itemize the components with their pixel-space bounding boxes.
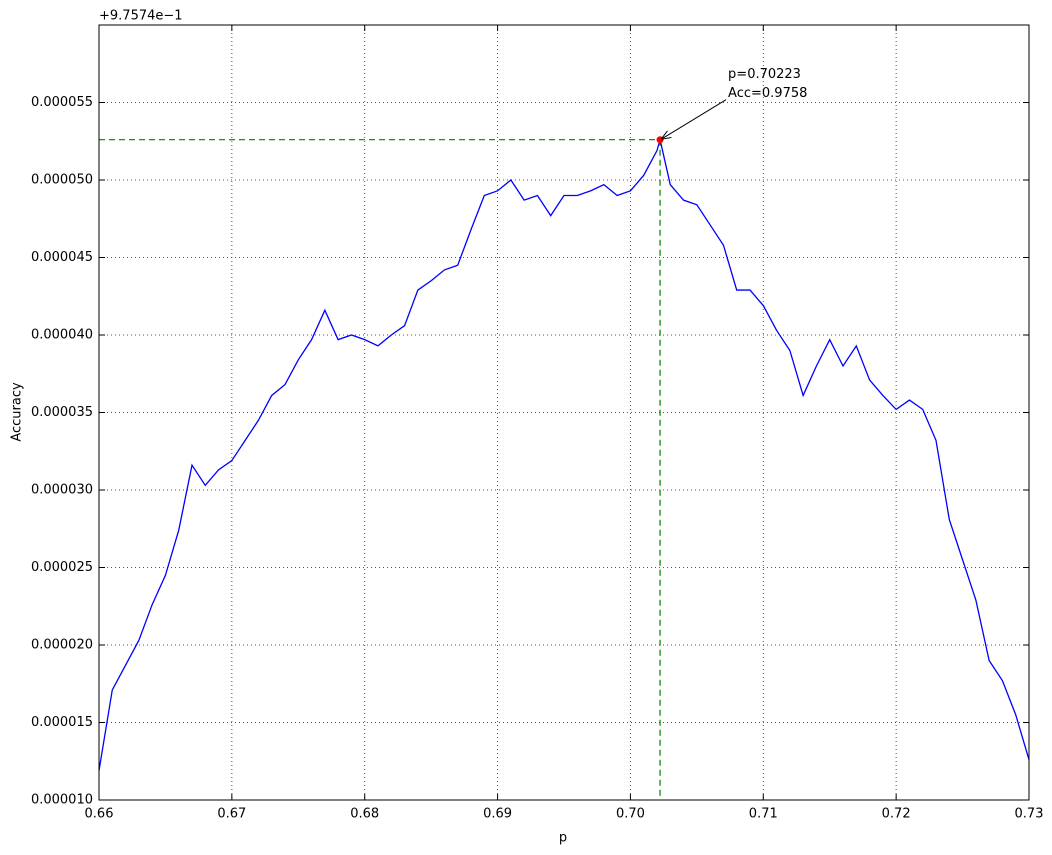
plot-frame [98,24,1030,801]
x-axis-label: p [559,831,567,846]
y-tick-label: 0.000055 [31,95,93,110]
annotation-text: Acc=0.9758 [728,86,807,101]
y-tick-label: 0.000020 [31,638,93,653]
annotation-text: p=0.70223 [728,67,801,82]
y-tick-label: 0.000030 [31,483,93,498]
x-tick-label: 0.70 [616,807,645,822]
y-tick-label: 0.000035 [31,405,93,420]
x-tick-label: 0.71 [749,807,778,822]
x-tick-label: 0.69 [483,807,512,822]
x-tick-label: 0.67 [217,807,246,822]
y-tick-label: 0.000040 [31,328,93,343]
y-tick-label: 0.000015 [31,715,93,730]
y-axis-label: Accuracy [10,382,25,442]
peak-marker [656,136,664,144]
y-tick-label: 0.000010 [31,793,93,808]
x-tick-label: 0.72 [882,807,911,822]
y-offset-text: +9.7574e−1 [99,9,183,24]
y-tick-label: 0.000050 [31,173,93,188]
data-line [98,139,1030,771]
x-tick-label: 0.73 [1015,807,1044,822]
y-tick-label: 0.000045 [31,250,93,265]
x-tick-label: 0.66 [85,807,114,822]
y-tick-label: 0.000025 [31,560,93,575]
x-tick-label: 0.68 [350,807,379,822]
annotation-arrow [662,99,727,139]
